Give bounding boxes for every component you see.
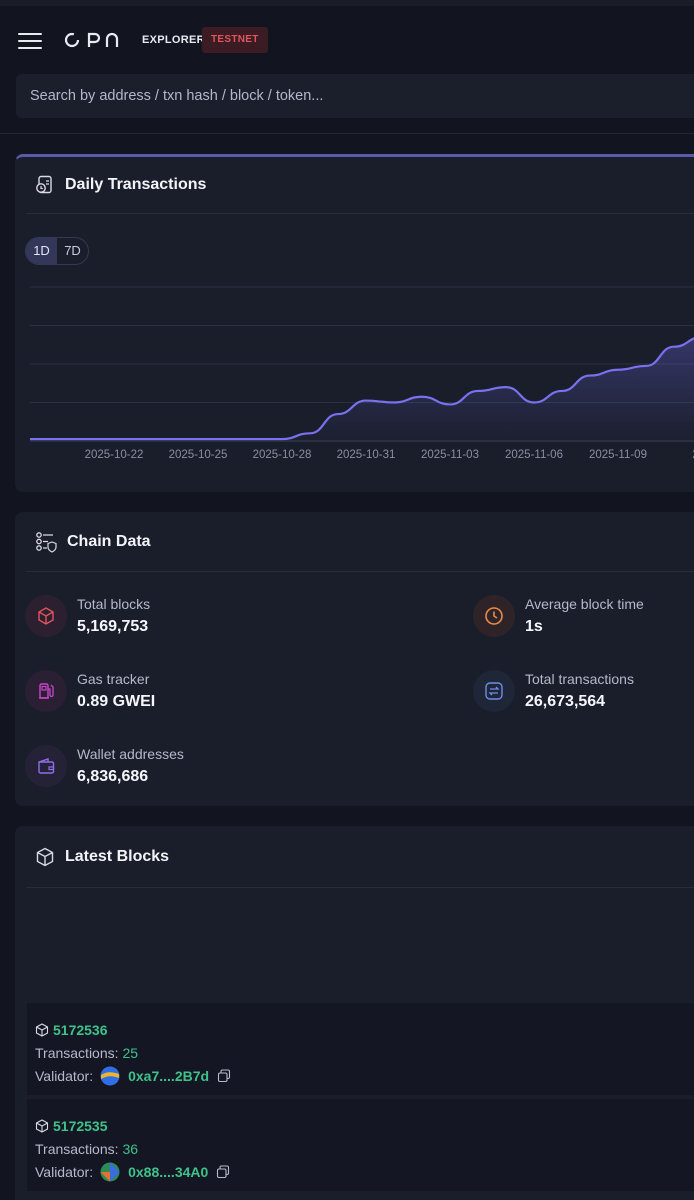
daily-transactions-chart: 2025-10-22 2025-10-25 2025-10-28 2025-10-31… — [30, 286, 694, 461]
daily-transactions-title: Daily Transactions — [65, 176, 207, 193]
cube-icon — [36, 847, 54, 867]
block-row[interactable]: 5172535 Transactions: 36 Validator: 0x88… — [27, 1099, 694, 1191]
block-transactions-line: Transactions: 36 — [35, 1140, 694, 1157]
transactions-count: 25 — [122, 1044, 139, 1061]
transactions-count: 36 — [122, 1140, 139, 1157]
menu-icon[interactable] — [18, 33, 42, 49]
chart-x-tick-label: 2025-10-28 — [253, 449, 312, 461]
stat-label: Total transactions — [525, 671, 634, 687]
range-7d-button[interactable]: 7D — [64, 243, 81, 258]
header: EXPLORER TESTNET Search by address / txn… — [0, 6, 694, 134]
gas-pump-icon — [25, 670, 67, 712]
divider — [26, 571, 694, 572]
chart-x-tick-label: 202 — [692, 449, 694, 461]
chart-x-tick-label: 2025-10-31 — [337, 449, 396, 461]
chart-x-tick-label: 2025-11-03 — [421, 449, 479, 461]
chart-line — [30, 337, 694, 441]
cube-icon — [35, 1118, 49, 1133]
stat-value: 0.89 GWEI — [77, 693, 156, 710]
block-validator-line: Validator: 0xa7....2B7d — [35, 1066, 694, 1085]
transactions-label: Transactions: — [35, 1044, 119, 1061]
wallet-icon — [25, 745, 67, 787]
validator-address-link[interactable]: 0x88....34A0 — [128, 1163, 209, 1180]
stat-value: 26,673,564 — [525, 693, 606, 710]
stat-value: 5,169,753 — [77, 618, 149, 635]
daily-transactions-card: Daily Transactions 1D 7D 2025-10-22 2025-… — [15, 154, 694, 492]
transactions-label: Transactions: — [35, 1140, 119, 1157]
database-shield-icon — [36, 532, 57, 553]
stat-label: Average block time — [525, 596, 644, 612]
brand-logo[interactable]: EXPLORER — [64, 30, 205, 50]
stat-total-transactions: Total transactions 26,673,564 — [473, 670, 634, 712]
opn-logo-icon — [64, 32, 119, 48]
chain-data-card: Chain Data Total blocks 5,169,753 Averag… — [15, 512, 694, 806]
copy-icon[interactable] — [216, 1164, 230, 1179]
divider — [26, 887, 694, 888]
validator-avatar — [100, 1162, 120, 1181]
chain-data-title: Chain Data — [67, 533, 151, 550]
stat-value: 6,836,686 — [77, 768, 149, 785]
validator-address-link[interactable]: 0xa7....2B7d — [128, 1067, 210, 1084]
block-transactions-line: Transactions: 25 — [35, 1044, 694, 1061]
stat-total-blocks: Total blocks 5,169,753 — [25, 595, 150, 637]
stat-average-block-time: Average block time 1s — [473, 595, 644, 637]
top-edge — [0, 0, 694, 6]
block-number-link[interactable]: 5172536 — [53, 1021, 108, 1038]
explorer-label: EXPLORER — [142, 34, 205, 46]
chart-x-tick-label: 2025-10-25 — [169, 449, 228, 461]
block-validator-line: Validator: 0x88....34A0 — [35, 1162, 694, 1181]
block-number-line: 5172536 — [35, 1021, 694, 1038]
validator-avatar — [100, 1066, 120, 1085]
stat-label: Wallet addresses — [77, 746, 184, 762]
block-number-line: 5172535 — [35, 1117, 694, 1134]
validator-label: Validator: — [35, 1163, 94, 1180]
stat-label: Gas tracker — [77, 671, 150, 687]
range-1d-button[interactable]: 1D — [26, 238, 57, 264]
latest-blocks-header: Latest Blocks — [16, 827, 694, 887]
latest-blocks-title: Latest Blocks — [65, 848, 170, 865]
block-row[interactable]: 5172536 Transactions: 25 Validator: 0xa7… — [27, 1003, 694, 1095]
daily-transactions-header: Daily Transactions — [16, 157, 694, 213]
divider — [26, 213, 694, 214]
chart-x-tick-label: 2025-10-22 — [85, 449, 144, 461]
block-number-link[interactable]: 5172535 — [53, 1117, 108, 1134]
cube-icon — [25, 595, 67, 637]
chain-data-header: Chain Data — [16, 513, 694, 571]
validator-label: Validator: — [35, 1067, 94, 1084]
network-badge: TESTNET — [202, 27, 268, 53]
stat-gas-tracker: Gas tracker 0.89 GWEI — [25, 670, 155, 712]
latest-blocks-card: Latest Blocks 5172536 Transactions: 25 V… — [15, 826, 694, 1200]
copy-icon[interactable] — [217, 1068, 231, 1083]
transfer-icon — [473, 670, 515, 712]
stat-wallet-addresses: Wallet addresses 6,836,686 — [25, 745, 184, 787]
document-icon — [36, 175, 52, 194]
stat-value: 1s — [525, 618, 543, 635]
chart-x-tick-label: 2025-11-06 — [505, 449, 563, 461]
chart-x-tick-label: 2025-11-09 — [589, 449, 647, 461]
chart-area — [30, 338, 694, 441]
range-toggle: 1D 7D — [25, 237, 89, 265]
cube-icon — [35, 1022, 49, 1037]
search-input[interactable]: Search by address / txn hash / block / t… — [16, 74, 694, 118]
stat-label: Total blocks — [77, 596, 151, 612]
clock-icon — [473, 595, 515, 637]
